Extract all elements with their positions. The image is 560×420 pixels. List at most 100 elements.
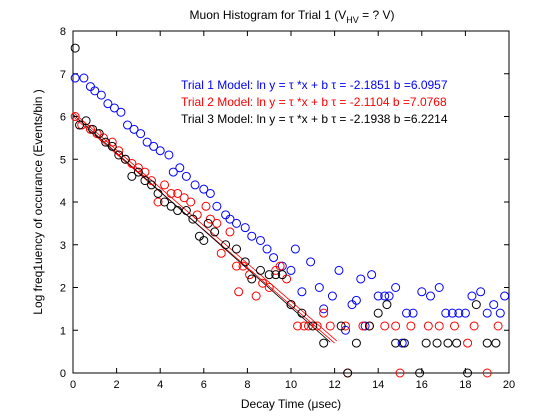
data-point (129, 124, 139, 134)
data-point (120, 154, 130, 164)
data-point (334, 265, 344, 275)
data-point (434, 283, 444, 292)
data-point (221, 240, 231, 250)
y-tick-label: 0 (60, 368, 66, 380)
data-point (255, 235, 265, 245)
data-point (367, 270, 377, 280)
data-point (225, 227, 235, 237)
data-point (153, 197, 163, 207)
data-point (188, 214, 198, 224)
data-point (426, 291, 436, 301)
data-point (153, 188, 163, 198)
x-tick-label: 0 (70, 379, 76, 391)
data-point (482, 338, 492, 348)
data-point (421, 338, 431, 348)
data-point (210, 227, 220, 237)
data-point (463, 368, 473, 378)
data-point (356, 274, 366, 284)
data-point (264, 283, 274, 292)
data-point (258, 278, 268, 288)
data-point (469, 321, 479, 331)
data-point (90, 86, 100, 96)
data-point (190, 180, 200, 190)
x-axis-label: Decay Time (μsec) (241, 397, 341, 411)
data-point (168, 167, 178, 177)
data-point (408, 308, 418, 318)
data-point (199, 235, 209, 245)
series-trial-1 (70, 73, 510, 348)
chart-title: Muon Histogram for Trial 1 (VHV = ? V) (190, 8, 395, 25)
data-point (319, 304, 329, 314)
data-point (482, 308, 492, 318)
data-point (179, 193, 189, 203)
data-point (160, 180, 170, 190)
y-axis-label: Log freq1uency of occurance (Events/bin … (31, 89, 45, 314)
x-tick-label: 8 (244, 379, 250, 391)
data-point (140, 167, 150, 177)
data-point (166, 188, 176, 198)
x-tick-label: 6 (201, 379, 207, 391)
annotation-trial-1: Trial 1 Model: ln y = τ *x + b τ = -2.18… (181, 78, 448, 92)
data-point (351, 295, 361, 305)
data-point (255, 265, 265, 275)
data-point (406, 321, 416, 331)
series-trial-2 (70, 112, 503, 378)
data-point (232, 218, 241, 228)
data-point (205, 188, 215, 198)
data-point (471, 300, 481, 310)
data-point (269, 253, 279, 263)
data-point (452, 338, 462, 348)
data-point (199, 184, 209, 194)
data-point (297, 308, 307, 318)
data-point (382, 300, 392, 310)
y-tick-label: 2 (60, 283, 66, 295)
data-point (286, 265, 296, 275)
data-point (201, 201, 211, 211)
data-point (70, 112, 80, 121)
data-point (133, 163, 143, 173)
data-point (101, 137, 111, 147)
data-point (205, 214, 215, 224)
data-point (351, 338, 361, 348)
data-point (133, 167, 143, 177)
data-point (234, 287, 244, 297)
data-point (173, 188, 183, 198)
data-point (103, 99, 113, 109)
data-point (423, 321, 433, 331)
data-point (314, 283, 324, 292)
x-tick-label: 20 (503, 379, 515, 391)
data-point (160, 197, 170, 207)
data-point (432, 338, 442, 348)
data-point (402, 308, 412, 318)
data-point (343, 368, 353, 378)
x-tick-label: 12 (328, 379, 340, 391)
data-point (447, 308, 457, 318)
data-point (373, 291, 383, 301)
data-point (434, 321, 444, 331)
data-point (325, 321, 335, 331)
data-point (312, 321, 322, 331)
data-point (308, 321, 318, 331)
data-point (380, 291, 390, 301)
data-point (417, 287, 427, 297)
data-point (181, 171, 191, 181)
annotation-trial-2: Trial 2 Model: ln y = τ *x + b τ = -2.11… (181, 95, 447, 109)
model-annotations: Trial 1 Model: ln y = τ *x + b τ = -2.18… (181, 78, 448, 126)
data-point (127, 159, 137, 169)
data-point (212, 218, 222, 228)
data-point (216, 248, 226, 258)
data-point (391, 321, 401, 331)
data-point (373, 308, 383, 318)
data-point (123, 120, 132, 130)
data-point (290, 244, 300, 254)
data-point (251, 291, 261, 301)
data-point (70, 43, 80, 53)
data-point (391, 283, 401, 292)
data-point (441, 308, 451, 318)
data-point (358, 321, 368, 331)
data-point (175, 163, 185, 173)
data-point (460, 308, 470, 318)
data-point (225, 214, 235, 224)
data-point (277, 261, 287, 271)
y-tick-label: 4 (60, 197, 66, 209)
